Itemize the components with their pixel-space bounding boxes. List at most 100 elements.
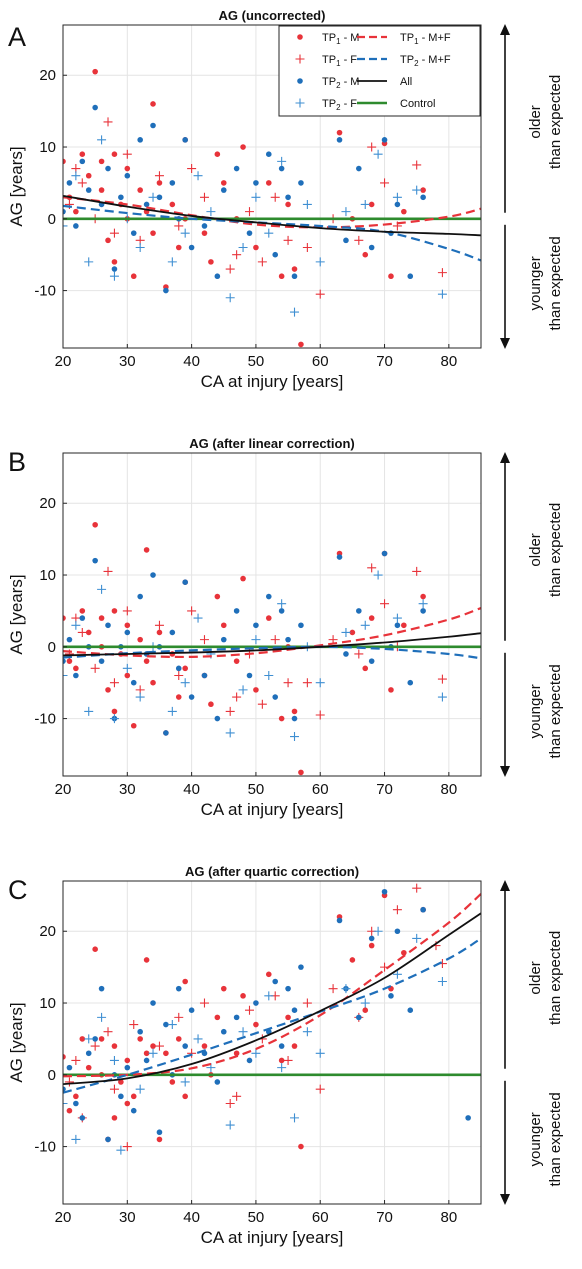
data-point: [220, 187, 227, 193]
data-point: [201, 223, 208, 229]
legend-label-sub: 2: [336, 81, 341, 90]
data-point: [214, 1079, 221, 1085]
data-point: [66, 1107, 73, 1114]
data-point: [103, 566, 113, 576]
data-point: [174, 1012, 184, 1022]
data-point: [111, 708, 118, 715]
fit-line-all: [63, 194, 481, 237]
x-tick-label: 60: [312, 781, 329, 798]
data-point: [124, 172, 131, 179]
x-tick-label: 70: [376, 781, 393, 798]
data-point: [253, 687, 259, 693]
data-point: [98, 158, 105, 165]
fit-line-tp2-m-f: [63, 204, 481, 262]
data-point: [182, 978, 188, 985]
data-point: [225, 264, 235, 274]
data-point: [232, 692, 242, 702]
data-point: [175, 1036, 182, 1042]
data-point: [368, 244, 375, 251]
x-tick-label: 40: [183, 781, 200, 798]
data-point: [240, 993, 246, 999]
axes-frame: [62, 880, 482, 1205]
data-point: [63, 158, 66, 165]
data-point: [71, 1134, 81, 1144]
data-point: [92, 104, 98, 111]
data-point: [264, 228, 274, 238]
data-point: [79, 1115, 86, 1121]
data-point: [272, 251, 279, 258]
legend-label-base: TP: [400, 32, 414, 44]
data-point: [201, 1043, 208, 1049]
data-point: [392, 905, 402, 915]
data-point: [182, 665, 188, 672]
data-point: [143, 1057, 150, 1064]
data-point: [188, 244, 195, 251]
x-axis-label: CA at injury [years]: [201, 1228, 344, 1247]
data-point: [349, 629, 356, 636]
data-point: [66, 658, 73, 664]
data-point: [407, 1007, 414, 1013]
data-point: [137, 137, 143, 143]
data-point: [98, 187, 105, 193]
chart-title: AG (after linear correction): [189, 436, 354, 451]
data-point: [118, 194, 124, 201]
x-tick-label: 50: [248, 781, 265, 798]
data-point: [148, 1048, 158, 1058]
data-point: [368, 935, 375, 942]
data-point: [73, 672, 79, 679]
data-point: [278, 273, 285, 280]
data-point: [130, 230, 137, 236]
data-point: [265, 971, 272, 978]
data-point: [105, 622, 111, 629]
legend-label-sub: 1: [336, 37, 341, 46]
x-axis-label: CA at injury [years]: [201, 800, 344, 819]
data-point: [116, 1145, 126, 1155]
data-point: [380, 178, 390, 188]
data-point: [298, 1143, 304, 1150]
legend-label: TP2 - M: [322, 76, 359, 90]
legend-label-base: TP: [322, 32, 336, 44]
data-point: [66, 180, 73, 186]
data-point: [124, 629, 131, 636]
legend-label: TP2 - F: [322, 98, 357, 112]
data-point: [412, 883, 422, 893]
data-point: [277, 156, 287, 166]
data-point: [79, 151, 86, 157]
y-axis-label: AG [years]: [7, 1002, 26, 1082]
panel-letter: C: [8, 875, 28, 905]
data-point: [367, 142, 377, 152]
data-point: [407, 273, 414, 280]
data-point: [290, 307, 300, 317]
data-point: [272, 978, 279, 985]
data-point: [220, 1028, 227, 1035]
data-point: [336, 917, 343, 924]
data-point: [336, 129, 343, 136]
legend-label-sub: 2: [414, 59, 419, 68]
fit-line-tp2-m-f: [63, 645, 481, 660]
data-point: [90, 1041, 100, 1051]
data-point: [290, 732, 300, 742]
data-point: [111, 1043, 118, 1049]
data-point: [150, 1043, 156, 1049]
series-tp2-m: [63, 888, 471, 1143]
x-tick-label: 20: [55, 781, 72, 798]
data-point: [111, 151, 118, 157]
data-point: [73, 1093, 79, 1100]
x-tick-label: 70: [376, 353, 393, 370]
panel-letter: B: [8, 447, 26, 477]
x-axis-label: CA at injury [years]: [201, 372, 344, 391]
data-point: [156, 194, 163, 201]
data-point: [246, 1057, 253, 1064]
x-tick-label: 80: [441, 1209, 458, 1226]
data-point: [143, 547, 150, 553]
y-tick-label: 20: [39, 923, 56, 940]
data-point: [187, 606, 197, 616]
younger-label: younger: [527, 1112, 544, 1166]
legend-label-rest: - F: [341, 98, 358, 110]
legend-label-sub: 1: [414, 37, 419, 46]
legend-label-base: TP: [322, 76, 336, 88]
data-point: [130, 1107, 137, 1114]
data-point: [169, 201, 176, 208]
